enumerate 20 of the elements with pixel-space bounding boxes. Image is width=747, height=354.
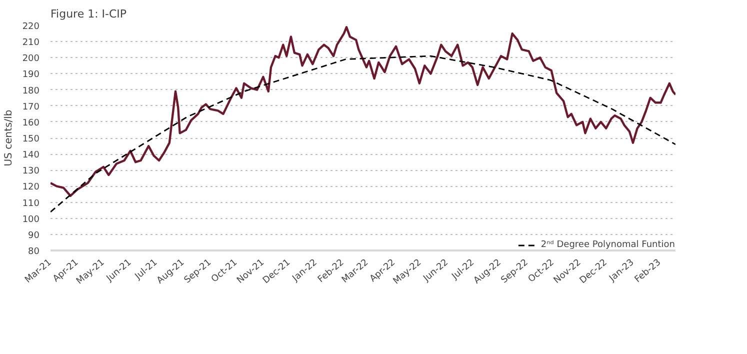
y-tick-label: 110	[22, 198, 40, 209]
y-tick-label: 80	[28, 247, 40, 257]
chart-title: Figure 1: I-CIP	[50, 8, 127, 20]
y-tick-label: 120	[22, 182, 40, 193]
y-tick-label: 210	[22, 38, 40, 48]
y-tick-label: 130	[22, 166, 40, 177]
y-tick-label: 100	[22, 214, 40, 225]
legend-label: 2ⁿᵈ Degree Polynomal Funtion	[540, 240, 675, 250]
y-tick-label: 160	[22, 118, 40, 128]
y-tick-label: 170	[22, 102, 40, 112]
y-tick-label: 200	[22, 54, 40, 64]
y-tick-label: 140	[22, 150, 40, 161]
y-tick-label: 150	[22, 134, 40, 144]
line-series	[50, 26, 676, 197]
y-tick-label: 190	[22, 70, 40, 80]
line-series	[50, 55, 676, 213]
y-tick-label: 220	[22, 22, 40, 32]
y-axis-title: US cents/lb	[3, 110, 14, 166]
y-tick-label: 90	[28, 230, 40, 241]
y-tick-label: 180	[22, 86, 40, 96]
